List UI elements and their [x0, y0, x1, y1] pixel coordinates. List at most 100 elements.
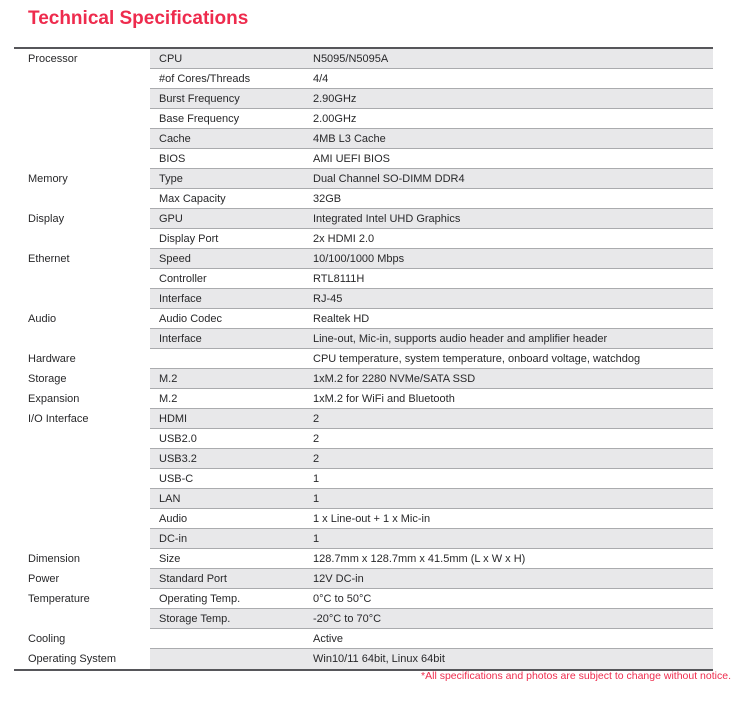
table-row: USB-C 1 [14, 469, 713, 489]
attribute-cell: Max Capacity [159, 192, 226, 205]
table-row: Base Frequency 2.00GHz [14, 109, 713, 129]
row-shaded-area: Type Dual Channel SO-DIMM DDR4 [150, 169, 713, 189]
row-shaded-area: Burst Frequency 2.90GHz [150, 89, 713, 109]
table-row: Processor CPU N5095/N5095A [14, 49, 713, 69]
value-cell: Active [313, 632, 343, 645]
attribute-cell: Speed [159, 252, 191, 265]
table-row: Temperature Operating Temp. 0°C to 50°C [14, 589, 713, 609]
table-row: Cooling Active [14, 629, 713, 649]
attribute-cell: Display Port [159, 232, 219, 245]
row-shaded-area: GPU Integrated Intel UHD Graphics [150, 209, 713, 229]
category-cell: Audio [14, 309, 150, 329]
value-cell: -20°C to 70°C [313, 612, 382, 625]
value-cell: 12V DC-in [313, 572, 364, 585]
row-shaded-area: Storage Temp. -20°C to 70°C [150, 609, 713, 629]
category-cell [14, 609, 150, 629]
value-cell: 1xM.2 for 2280 NVMe/SATA SSD [313, 372, 476, 385]
category-cell [14, 109, 150, 129]
attribute-cell: Base Frequency [159, 112, 240, 125]
category-cell [14, 69, 150, 89]
value-cell: RJ-45 [313, 292, 343, 305]
value-cell: Win10/11 64bit, Linux 64bit [313, 653, 445, 665]
attribute-cell: Audio [159, 512, 188, 525]
category-cell [14, 229, 150, 249]
row-shaded-area: Base Frequency 2.00GHz [150, 109, 713, 129]
table-row: I/O Interface HDMI 2 [14, 409, 713, 429]
category-cell: Memory [14, 169, 150, 189]
value-cell: Line-out, Mic-in, supports audio header … [313, 332, 608, 345]
value-cell: 32GB [313, 192, 342, 205]
attribute-cell: LAN [159, 492, 181, 505]
category-cell: Power [14, 569, 150, 589]
category-cell: Expansion [14, 389, 150, 409]
attribute-cell: HDMI [159, 412, 188, 425]
category-cell: Dimension [14, 549, 150, 569]
attribute-cell: Controller [159, 272, 207, 285]
attribute-cell: GPU [159, 212, 183, 225]
value-cell: RTL8111H [313, 272, 365, 285]
attribute-cell: Interface [159, 292, 202, 305]
row-shaded-area: M.2 1xM.2 for 2280 NVMe/SATA SSD [150, 369, 713, 389]
row-shaded-area: CPU N5095/N5095A [150, 49, 713, 69]
value-cell: Integrated Intel UHD Graphics [313, 212, 461, 225]
table-row: Storage M.2 1xM.2 for 2280 NVMe/SATA SSD [14, 369, 713, 389]
attribute-cell: Interface [159, 332, 202, 345]
attribute-cell: Audio Codec [159, 312, 222, 325]
value-cell: 4/4 [313, 72, 329, 85]
row-shaded-area: Interface Line-out, Mic-in, supports aud… [150, 329, 713, 349]
category-cell [14, 149, 150, 169]
row-shaded-area: Operating Temp. 0°C to 50°C [150, 589, 713, 609]
category-cell [14, 89, 150, 109]
category-cell [14, 189, 150, 209]
value-cell: 0°C to 50°C [313, 592, 372, 605]
attribute-cell: Storage Temp. [159, 612, 231, 625]
table-row: LAN 1 [14, 489, 713, 509]
row-shaded-area: CPU temperature, system temperature, onb… [150, 349, 713, 369]
category-cell: Display [14, 209, 150, 229]
value-cell: Realtek HD [313, 312, 370, 325]
value-cell: N5095/N5095A [313, 52, 389, 65]
table-row: Burst Frequency 2.90GHz [14, 89, 713, 109]
table-row: Controller RTL8111H [14, 269, 713, 289]
table-row: #of Cores/Threads 4/4 [14, 69, 713, 89]
attribute-cell: #of Cores/Threads [159, 72, 251, 85]
row-shaded-area: Max Capacity 32GB [150, 189, 713, 209]
value-cell: 2 [313, 412, 320, 425]
table-row: Hardware CPU temperature, system tempera… [14, 349, 713, 369]
value-cell: 1xM.2 for WiFi and Bluetooth [313, 392, 455, 405]
table-row: Operating System Win10/11 64bit, Linux 6… [14, 649, 713, 669]
value-cell: 1 [313, 532, 320, 545]
value-cell: 2.90GHz [313, 92, 357, 105]
value-cell: CPU temperature, system temperature, onb… [313, 352, 641, 365]
value-cell: 2x HDMI 2.0 [313, 232, 375, 245]
table-row: Memory Type Dual Channel SO-DIMM DDR4 [14, 169, 713, 189]
row-shaded-area: Interface RJ-45 [150, 289, 713, 309]
table-row: Dimension Size 128.7mm x 128.7mm x 41.5m… [14, 549, 713, 569]
row-shaded-area: Controller RTL8111H [150, 269, 713, 289]
table-row: Interface Line-out, Mic-in, supports aud… [14, 329, 713, 349]
table-row: BIOS AMI UEFI BIOS [14, 149, 713, 169]
attribute-cell: Cache [159, 132, 191, 145]
table-row: Ethernet Speed 10/100/1000 Mbps [14, 249, 713, 269]
row-shaded-area: Audio Codec Realtek HD [150, 309, 713, 329]
spec-table: Processor CPU N5095/N5095A #of Cores/Thr… [14, 47, 713, 671]
attribute-cell: Operating Temp. [159, 592, 241, 605]
attribute-cell: BIOS [159, 152, 186, 165]
category-cell [14, 509, 150, 529]
row-shaded-area: Display Port 2x HDMI 2.0 [150, 229, 713, 249]
row-shaded-area: Audio 1 x Line-out + 1 x Mic-in [150, 509, 713, 529]
table-row: Storage Temp. -20°C to 70°C [14, 609, 713, 629]
row-shaded-area: #of Cores/Threads 4/4 [150, 69, 713, 89]
table-row: Expansion M.2 1xM.2 for WiFi and Bluetoo… [14, 389, 713, 409]
table-row: Audio 1 x Line-out + 1 x Mic-in [14, 509, 713, 529]
row-shaded-area: USB-C 1 [150, 469, 713, 489]
row-shaded-area: Size 128.7mm x 128.7mm x 41.5mm (L x W x… [150, 549, 713, 569]
row-shaded-area: USB3.2 2 [150, 449, 713, 469]
table-row: USB2.0 2 [14, 429, 713, 449]
attribute-cell: Burst Frequency [159, 92, 240, 105]
table-row: Max Capacity 32GB [14, 189, 713, 209]
category-cell [14, 329, 150, 349]
attribute-cell: Type [159, 172, 183, 185]
row-shaded-area: Active [150, 629, 713, 649]
